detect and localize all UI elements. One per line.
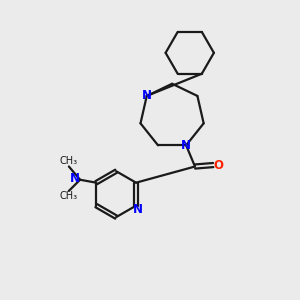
Text: O: O bbox=[214, 158, 224, 172]
Text: CH₃: CH₃ bbox=[60, 191, 78, 201]
Text: CH₃: CH₃ bbox=[60, 156, 78, 166]
Text: N: N bbox=[142, 89, 152, 102]
Text: N: N bbox=[133, 203, 142, 216]
Text: N: N bbox=[181, 139, 191, 152]
Text: N: N bbox=[70, 172, 80, 185]
